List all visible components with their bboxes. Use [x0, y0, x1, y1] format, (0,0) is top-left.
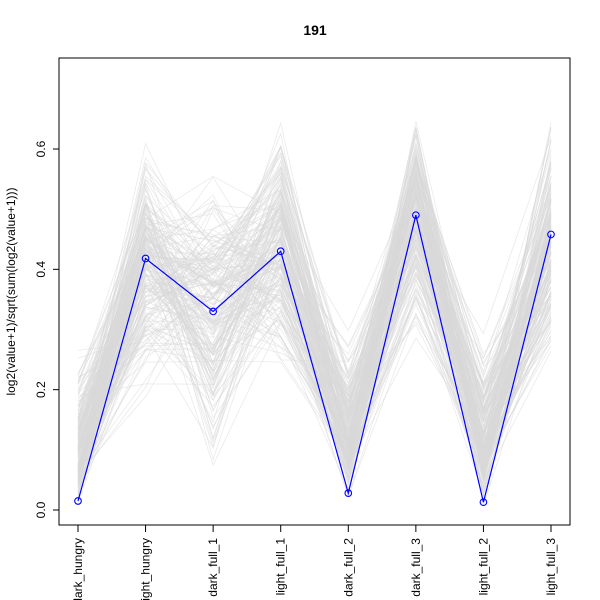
- x-tick-label: dark_full_3: [409, 538, 423, 597]
- background-line: [77, 239, 552, 484]
- y-tick-label: 0.0: [34, 501, 48, 518]
- background-line: [77, 209, 552, 406]
- background-line: [77, 145, 552, 393]
- y-axis: 0.0 0.2 0.4 0.6: [34, 140, 60, 518]
- y-axis-label: log2(value+1)/sqrt(sum(log2(value+1))): [4, 187, 18, 395]
- background-line: [77, 189, 552, 467]
- background-line: [77, 218, 552, 468]
- x-tick-label: light_full_1: [274, 538, 288, 596]
- background-line: [77, 136, 552, 427]
- background-line: [77, 151, 552, 469]
- background-line: [77, 174, 552, 442]
- background-lines-group: [77, 121, 552, 507]
- x-axis: dark_hungry light_hungry dark_full_1 light_…: [71, 524, 558, 600]
- highlight-point: [74, 497, 82, 505]
- background-line: [77, 255, 552, 448]
- background-line: [77, 127, 552, 467]
- background-line: [77, 202, 552, 470]
- x-tick-label: light_full_2: [476, 538, 490, 596]
- background-line: [77, 197, 552, 475]
- x-tick-label: light_hungry: [139, 538, 153, 600]
- y-tick-label: 0.6: [34, 140, 48, 157]
- background-line: [77, 146, 552, 470]
- highlight-point: [141, 254, 150, 263]
- highlight-point: [344, 489, 353, 498]
- y-tick-label: 0.2: [34, 381, 48, 398]
- highlight-series-group: [74, 211, 555, 507]
- chart-title: 191: [303, 22, 327, 38]
- highlight-point: [276, 247, 285, 256]
- background-line: [77, 190, 552, 471]
- background-line: [77, 201, 552, 496]
- background-line: [77, 193, 552, 482]
- highlight-point: [479, 498, 488, 507]
- y-tick-label: 0.4: [34, 261, 48, 278]
- background-line: [77, 181, 552, 418]
- highlight-point: [209, 307, 217, 316]
- highlight-point: [547, 230, 555, 239]
- highlight-series-line: [77, 215, 552, 503]
- background-line: [77, 203, 552, 442]
- highlight-point: [412, 211, 420, 220]
- background-line: [77, 161, 552, 485]
- x-tick-label: light_full_3: [544, 538, 558, 596]
- background-line: [77, 149, 552, 466]
- background-line: [77, 261, 552, 465]
- background-line: [77, 146, 552, 503]
- x-tick-label: dark_hungry: [71, 538, 85, 600]
- x-tick-label: dark_full_1: [206, 538, 220, 597]
- x-tick-label: dark_full_2: [341, 538, 355, 597]
- background-line: [77, 213, 552, 480]
- background-line: [77, 168, 552, 471]
